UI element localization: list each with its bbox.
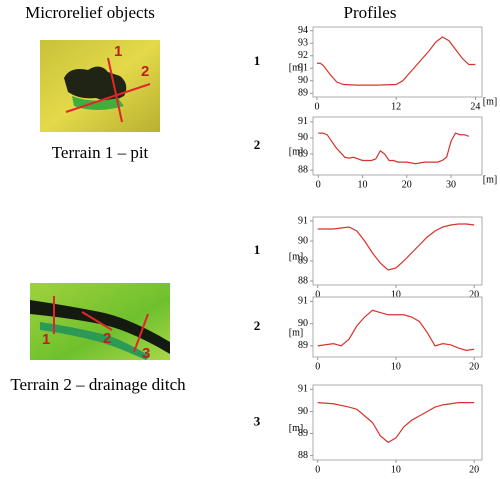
plot-frame [312,216,483,286]
y-tick-label: 92 [298,50,308,61]
x-tick-label: 0 [316,179,321,190]
plot-frame [312,296,483,358]
x-tick-label: 20 [469,289,479,300]
y-tick-label: 89 [298,88,308,99]
y-tick-label: 89 [298,428,308,439]
terrain-image: 1 2 3 [30,283,170,362]
y-tick-label: 88 [298,450,308,461]
x-tick-label: 0 [315,289,320,300]
y-tick-label: 91 [298,384,308,395]
right-header: Profiles [344,3,397,22]
x-tick-label: 20 [469,464,479,474]
x-tick-label: 10 [391,464,401,474]
y-tick-label: 90 [298,235,308,246]
x-tick-label: 0 [315,464,320,474]
profile-number: 2 [254,137,261,152]
y-tick-label: 91 [298,63,308,74]
y-tick-label: 93 [298,38,308,49]
y-axis-label: [m] [289,327,303,338]
y-tick-label: 90 [298,75,308,86]
y-tick-label: 91 [298,296,308,307]
left-header: Microrelief objects [25,3,155,22]
x-tick-label: 0 [315,361,320,372]
y-tick-label: 88 [298,275,308,286]
profile-line [317,223,475,271]
profile-number: 2 [254,318,261,333]
terrain-caption: Terrain 1 – pit [52,143,149,162]
x-tick-label: 0 [314,101,319,112]
plot-frame [312,26,483,98]
terrain-caption: Terrain 2 – drainage ditch [10,375,186,394]
y-tick-label: 88 [298,164,308,175]
x-axis-label: [m] [483,174,497,185]
y-axis-label: [m] [289,146,303,157]
line-label: 1 [114,43,122,60]
y-tick-label: 89 [298,148,308,159]
x-tick-label: 10 [391,361,401,372]
line-label: 2 [141,63,149,80]
y-axis-label: [m] [289,251,303,262]
line-label: 3 [142,345,150,362]
y-axis-label: [m] [289,62,303,73]
x-tick-label: 12 [391,101,401,112]
profile-line [316,36,476,86]
y-tick-label: 94 [298,25,308,36]
terrain-image: 1 2 [40,40,160,132]
x-tick-label: 20 [469,361,479,372]
x-tick-label: 10 [358,179,368,190]
x-axis-label: [m] [483,96,497,107]
profile-line [317,309,475,351]
x-tick-label: 20 [402,179,412,190]
line-label: 1 [42,331,50,348]
x-tick-label: 10 [391,289,401,300]
x-tick-label: 24 [470,101,480,112]
profile-line [317,402,475,444]
y-tick-label: 90 [298,132,308,143]
y-tick-label: 89 [298,255,308,266]
profile-number: 3 [254,413,261,428]
x-tick-label: 30 [446,179,456,190]
line-label: 2 [103,330,111,347]
profile-number: 1 [254,242,261,257]
y-tick-label: 90 [298,318,308,329]
y-tick-label: 91 [298,116,308,127]
plot-frame [312,384,483,461]
profile-number: 1 [254,53,261,68]
y-tick-label: 90 [298,406,308,417]
y-tick-label: 89 [298,340,308,351]
plot-frame [312,116,483,176]
y-tick-label: 91 [298,215,308,226]
y-axis-label: [m] [289,423,303,434]
profile-line [318,132,469,165]
